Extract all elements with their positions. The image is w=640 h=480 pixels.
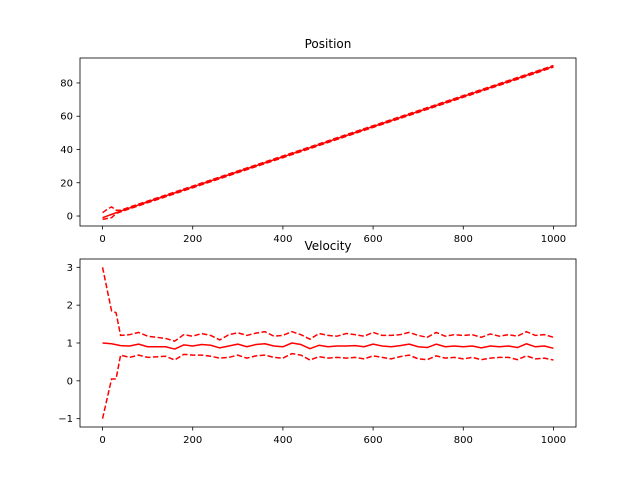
velocity-y-tick-label: 1	[67, 339, 73, 350]
velocity-y-tick-label: 0	[67, 376, 73, 387]
position-series-1-line	[102, 64, 554, 214]
position-series-0-line	[102, 65, 554, 219]
velocity-series-0-line	[102, 342, 554, 350]
position-x-tick-label: 800	[454, 234, 473, 245]
position-x-tick-label: 200	[183, 234, 202, 245]
position-x-tick-label: 600	[364, 234, 383, 245]
position-title: Position	[305, 37, 352, 51]
velocity-axes: Velocity 0 200 400 600 800 1000 −1 0 1 2 3	[58, 239, 577, 446]
velocity-y-tick-label: 2	[67, 301, 73, 312]
velocity-title: Velocity	[304, 239, 351, 253]
position-x-tick-label: 400	[273, 234, 292, 245]
position-y-tick-label: 0	[67, 212, 73, 223]
position-y-tick-label: 60	[60, 112, 73, 123]
velocity-x-tick-label: 0	[99, 435, 105, 446]
velocity-x-tick-label: 200	[183, 435, 202, 446]
position-y-tick-label: 80	[60, 78, 73, 89]
velocity-series-1-line	[101, 267, 554, 342]
position-y-tick-label: 40	[60, 145, 73, 156]
velocity-plot-area	[101, 267, 554, 419]
position-axes: Position 0 200 400 600 800 1000 0 20 40 60 80	[60, 37, 577, 245]
position-series-2-line	[102, 66, 554, 221]
velocity-y-tick-label: 3	[67, 263, 73, 274]
position-x-tick-label: 0	[99, 234, 105, 245]
velocity-x-tick-label: 600	[364, 435, 383, 446]
velocity-y-tick-label: −1	[58, 414, 73, 425]
position-y-tick-label: 20	[60, 178, 73, 189]
position-plot-area	[102, 64, 554, 221]
position-axes-frame	[79, 57, 577, 227]
position-x-tick-label: 1000	[541, 234, 566, 245]
velocity-x-tick-label: 400	[273, 435, 292, 446]
velocity-x-tick-label: 800	[454, 435, 473, 446]
velocity-series-2-line	[101, 352, 554, 419]
velocity-x-tick-label: 1000	[541, 435, 566, 446]
